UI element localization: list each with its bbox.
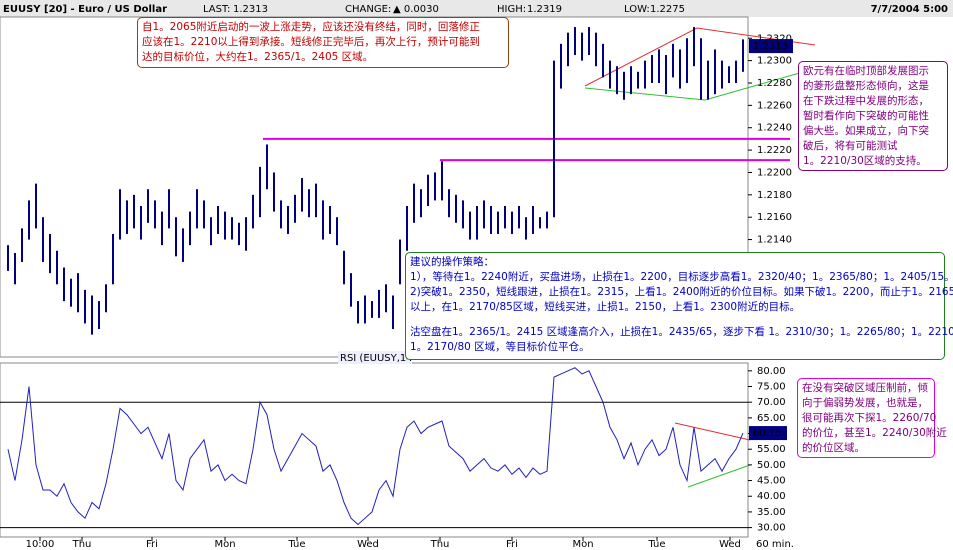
date: 7/7/2004 5:00 bbox=[871, 4, 948, 15]
y-tick-label: 40.00 bbox=[757, 491, 786, 502]
last-value-label: 60.15 bbox=[753, 428, 782, 439]
x-tick-label: Mon bbox=[572, 539, 593, 550]
y-tick-label: 1.2300 bbox=[757, 56, 792, 67]
last-price-box bbox=[749, 39, 793, 54]
chart-title: EUUSY [20] - Euro / US Dollar bbox=[3, 4, 167, 15]
trend-line bbox=[687, 464, 751, 488]
x-tick-label: Wed bbox=[357, 539, 379, 550]
y-tick-label: 1.2140 bbox=[757, 235, 792, 246]
rsi-panel bbox=[0, 362, 749, 538]
stat-value: 1.2275 bbox=[650, 4, 685, 15]
y-tick-label: 65.00 bbox=[757, 413, 786, 424]
stat-label: HIGH: bbox=[497, 4, 526, 15]
y-tick-label: 50.00 bbox=[757, 460, 786, 471]
x-tick-label: 60 min. bbox=[756, 539, 794, 550]
annotation-line: 1。2210/30区域的支持。 bbox=[803, 155, 927, 167]
y-tick-label: 35.00 bbox=[757, 507, 786, 518]
stat-label: LOW: bbox=[624, 4, 650, 15]
annotation-line: 达的目标价位，大约在1。2365/1。2405 区域。 bbox=[142, 51, 374, 63]
y-tick-label: 1.2260 bbox=[757, 100, 792, 111]
y-tick-label: 1.2240 bbox=[757, 123, 792, 134]
annotation-line: 在下跌过程中发展的形态， bbox=[803, 95, 929, 107]
y-tick-label: 1.2220 bbox=[757, 145, 792, 156]
last-price-label: 1.2313 bbox=[753, 41, 788, 52]
annotation-box: 建议的操作策略： 1），等待在1。2240附近，买盘进场，止损在1。2200，目标… bbox=[405, 252, 953, 360]
annotation-line: 破后，将有可能测试 bbox=[803, 140, 898, 152]
x-tick-label: 10:00 bbox=[26, 539, 55, 550]
annotation-box: 在没有突破区域压制前，倾 向于偏弱势发展，也就是， 很可能再次下探1。2260/70… bbox=[797, 378, 947, 458]
x-tick-label: Thu bbox=[72, 539, 92, 550]
annotation-box: 欧元有在临时顶部发展图示 的菱形盘整形态倾向，这是 在下跌过程中发展的形态， 暂时看作… bbox=[798, 61, 948, 171]
y-tick-label: 1.2320 bbox=[757, 33, 792, 44]
y-tick-label: 30.00 bbox=[757, 523, 786, 534]
x-tick-label: Wed bbox=[719, 539, 741, 550]
rsi-line bbox=[7, 367, 744, 526]
annotation-line: 暂时看作向下突破的可能性 bbox=[803, 110, 929, 122]
y-tick-label: 70.00 bbox=[757, 397, 786, 408]
annotation-box: 自1。2065附近启动的一波上涨走势，应该还没有终结，同时，回落修正 应该在1。2… bbox=[137, 17, 509, 68]
stat-label: LAST: bbox=[203, 4, 230, 15]
annotation-line: 2)突破1。2350，短线跟进，止损在1。2315，上看1。2400附近的价位目… bbox=[410, 286, 953, 298]
annotation-line: 自1。2065附近启动的一波上涨走势，应该还没有终结，同时，回落修正 bbox=[142, 21, 480, 33]
annotation-line: 沽空盘在1。2365/1。2415 区域逢高介入，止损在1。2435/65，逐步… bbox=[410, 326, 953, 338]
stat-value: 1.2313 bbox=[233, 4, 268, 15]
annotation-line: 的价位区域。 bbox=[802, 442, 865, 454]
x-tick-label: Mon bbox=[214, 539, 235, 550]
y-tick-label: 75.00 bbox=[757, 382, 786, 393]
annotation-line: 应该在1。2210以上得到承接。短线修正完毕后，再次上行，预计可能到 bbox=[142, 36, 480, 48]
annotation-line: 的菱形盘整形态倾向，这是 bbox=[803, 80, 929, 92]
series-label-bg bbox=[338, 351, 412, 364]
header-bar bbox=[0, 0, 953, 17]
series-label: RSI (EUUSY,14 bbox=[340, 353, 413, 364]
x-tick-label: Tue bbox=[647, 539, 665, 550]
y-tick-label: 1.2200 bbox=[757, 167, 792, 178]
x-tick-label: Fri bbox=[146, 539, 158, 550]
annotation-line: 欧元有在临时顶部发展图示 bbox=[803, 65, 929, 77]
y-tick-label: 1.2180 bbox=[757, 190, 792, 201]
annotation-line: 向于偏弱势发展，也就是， bbox=[802, 397, 928, 409]
annotation-line: 偏大些。如果成立，向下突 bbox=[803, 125, 929, 137]
x-tick-label: Fri bbox=[506, 539, 518, 550]
x-tick-label: Thu bbox=[430, 539, 450, 550]
annotation-line: 在没有突破区域压制前，倾 bbox=[802, 382, 928, 394]
stat-label: CHANGE: bbox=[345, 4, 391, 15]
annotation-line: 1），等待在1。2240附近，买盘进场，止损在1。2200，目标逐步高看1。23… bbox=[410, 271, 953, 283]
annotation-line: 很可能再次下探1。2260/70 bbox=[802, 412, 937, 424]
x-tick-label: Tue bbox=[287, 539, 305, 550]
annotation-line: 1。2170/80 区域，等目标价位平仓。 bbox=[410, 341, 590, 353]
annotation-line: 建议的操作策略： bbox=[410, 256, 494, 268]
trend-line bbox=[674, 422, 751, 441]
y-tick-label: 55.00 bbox=[757, 444, 786, 455]
stat-value: ▲ 0.0030 bbox=[393, 4, 439, 15]
annotation-line: 以上，在1。2170/85区域，短线买进，止损1。2150，上看1。2300附近… bbox=[410, 301, 801, 313]
y-tick-label: 1.2160 bbox=[757, 212, 792, 223]
last-value-box bbox=[749, 426, 787, 441]
y-tick-label: 45.00 bbox=[757, 476, 786, 487]
y-tick-label: 80.00 bbox=[757, 366, 786, 377]
stat-value: 1.2319 bbox=[527, 4, 562, 15]
annotation-line: 的价位，甚至1。2240/30附近 bbox=[802, 427, 947, 439]
y-tick-label: 1.2280 bbox=[757, 78, 792, 89]
